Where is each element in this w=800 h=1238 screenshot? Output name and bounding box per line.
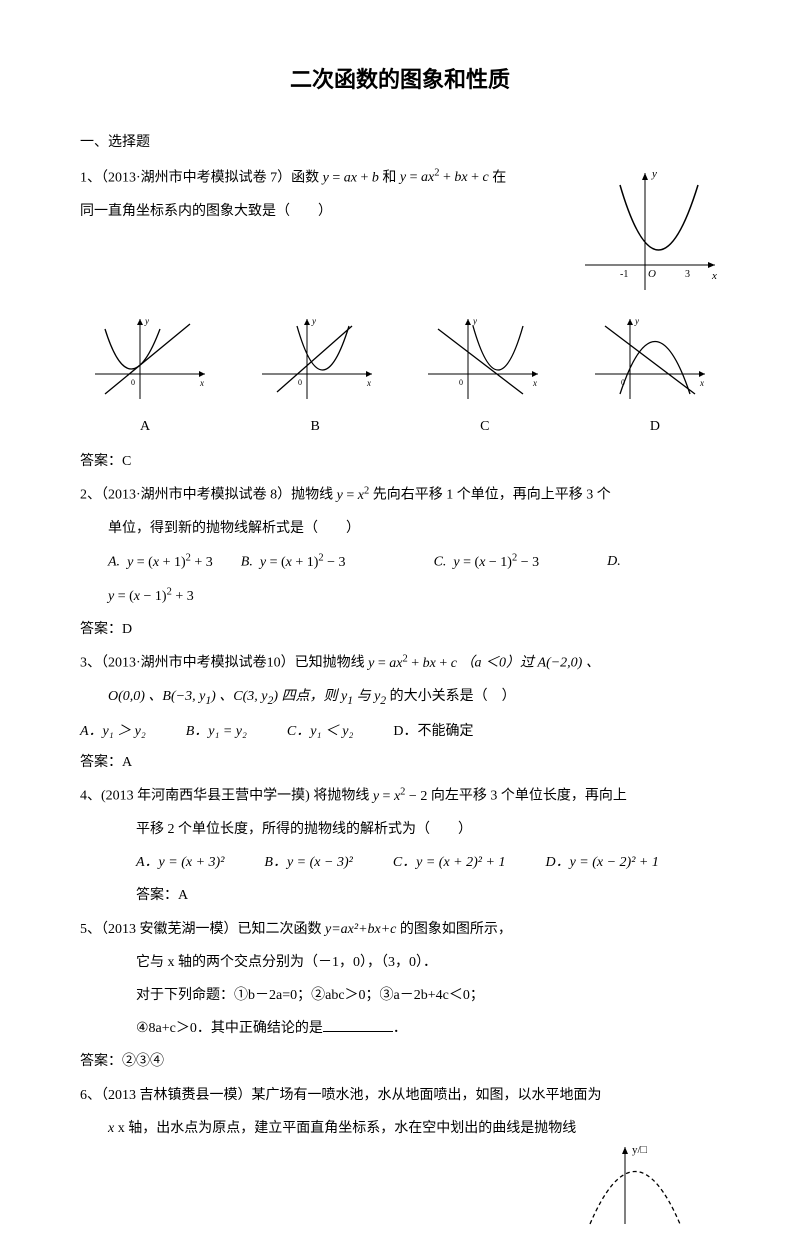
tick-neg1: -1	[620, 269, 628, 280]
svg-text:y: y	[144, 316, 149, 326]
graph-option-a: x y 0	[90, 314, 210, 404]
section-label: 一、选择题	[80, 130, 720, 155]
opt-d-label: D	[650, 414, 660, 439]
q4-stem: 4、(2013 年河南西华县王营中学一摸) 将抛物线 y = x2 − 2 向左…	[80, 783, 720, 809]
svg-text:y: y	[634, 316, 639, 326]
q3-line2: O(0,0) 、B(−3, y1) 、C(3, y2) 四点，则 y1 与 y2…	[80, 684, 720, 711]
graph-option-c: x y 0	[423, 314, 543, 404]
q1-stem: 1、（2013·湖州市中考模拟试卷 7）函数 y = ax + b 和 y = …	[80, 165, 720, 191]
q3-stem: 3、（2013·湖州市中考模拟试卷10）已知抛物线 y = ax2 + bx +…	[80, 650, 720, 676]
opt-a-label: A	[140, 414, 150, 439]
svg-text:x: x	[366, 378, 371, 388]
graph-option-b: x y 0	[257, 314, 377, 404]
q1-option-labels: A B C D	[80, 414, 720, 439]
fill-blank	[323, 1031, 393, 1032]
q6-stem: 6、（2013 吉林镇赉县一模）某广场有一喷水池，水从地面喷出，如图，以水平地面…	[80, 1083, 720, 1108]
q5-answer: 答案：②③④	[80, 1049, 720, 1074]
svg-text:0: 0	[459, 378, 463, 387]
graph-option-d: xy0	[590, 314, 710, 404]
q6-y-label: y/□	[632, 1144, 648, 1156]
opt-c-label: C	[480, 414, 489, 439]
q3-opt-c: C．y₁ ＜ y₂	[287, 719, 354, 744]
q6-graph: y/□	[560, 1139, 700, 1238]
svg-text:0: 0	[131, 378, 135, 387]
q1-answer: 答案：C	[80, 449, 720, 474]
q2-stem: 2、（2013·湖州市中考模拟试卷 8）抛物线 y = x2 先向右平移 1 个…	[80, 482, 720, 508]
svg-text:y: y	[311, 316, 316, 326]
q5-line4: ④8a+c＞0．其中正确结论的是．	[80, 1016, 720, 1041]
origin-label: O	[648, 268, 656, 280]
q3-options: A．y₁ ＞ y₂ B．y₁ = y₂ C．y₁ ＜ y₂ D．不能确定	[80, 719, 720, 744]
q4-line2: 平移 2 个单位长度，所得的抛物线的解析式为（ ）	[80, 817, 720, 842]
q1-line2: 同一直角坐标系内的图象大致是（ ）	[80, 199, 720, 224]
svg-text:0: 0	[298, 378, 302, 387]
q6-line2: x x 轴，出水点为原点，建立平面直角坐标系，水在空中划出的曲线是抛物线	[80, 1116, 720, 1141]
q5-line2: 它与 x 轴的两个交点分别为（－1，0），（3，0）．	[80, 950, 720, 975]
svg-text:x: x	[199, 378, 204, 388]
svg-text:x: x	[699, 378, 704, 388]
q3-answer: 答案：A	[80, 750, 720, 775]
q5-stem: 5、（2013 安徽芜湖一模）已知二次函数 y=ax²+bx+c 的图象如图所示…	[80, 917, 720, 942]
svg-text:x: x	[532, 378, 537, 388]
q4-opt-b: B．y = (x − 3)²	[264, 850, 352, 875]
q4-opt-a: A．y = (x + 3)²	[136, 850, 224, 875]
q4-opt-d: D．y = (x − 2)² + 1	[545, 850, 658, 875]
page-title: 二次函数的图象和性质	[80, 60, 720, 100]
opt-b-label: B	[310, 414, 319, 439]
q4-answer: 答案：A	[80, 883, 720, 908]
axis-x-label: x	[711, 270, 717, 282]
q2-options-abc: A. y = (x + 1)2 + 3 B. y = (x + 1)2 − 3 …	[80, 549, 720, 575]
q2-option-d: y = (x − 1)2 + 3	[80, 583, 720, 609]
q4-opt-c: C．y = (x + 2)² + 1	[393, 850, 506, 875]
q4-options: A．y = (x + 3)² B．y = (x − 3)² C．y = (x +…	[80, 850, 720, 875]
q3-opt-b: B．y₁ = y₂	[186, 719, 247, 744]
q1-option-graphs: x y 0 x y 0 x y 0 x y 0	[80, 314, 720, 404]
q2-answer: 答案：D	[80, 617, 720, 642]
q3-opt-d: D．不能确定	[393, 719, 473, 744]
q5-line3: 对于下列命题：①b－2a=0；②abc＞0；③a－2b+4c＜0；	[80, 983, 720, 1008]
tick-3: 3	[685, 269, 690, 280]
q2-line2: 单位，得到新的抛物线解析式是（ ）	[80, 516, 720, 541]
q3-opt-a: A．y₁ ＞ y₂	[80, 719, 146, 744]
svg-text:y: y	[472, 316, 477, 326]
